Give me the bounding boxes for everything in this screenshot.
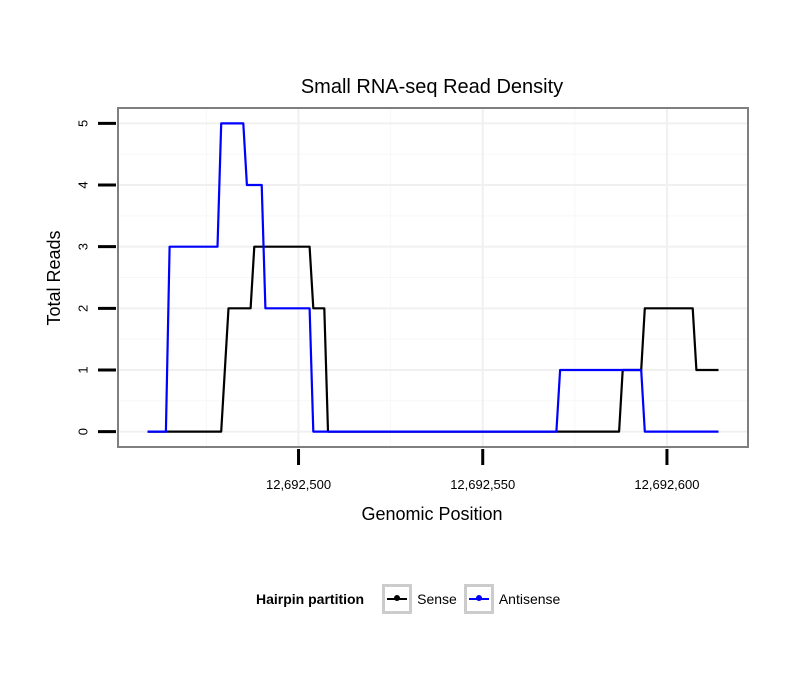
y-tick-label: 4 bbox=[75, 181, 90, 188]
x-tick-label: 12,692,550 bbox=[450, 477, 515, 492]
axes: 12,692,500 12,692,550 12,692,600 0 1 2 3 4 5 bbox=[75, 120, 699, 492]
legend-label-antisense: Antisense bbox=[498, 591, 561, 607]
x-tick-label: 12,692,600 bbox=[634, 477, 699, 492]
series-line-sense bbox=[147, 245, 719, 433]
legend-label-sense: Sense bbox=[417, 591, 457, 607]
y-tick-label: 3 bbox=[75, 243, 90, 250]
series-line-antisense bbox=[147, 122, 719, 433]
series-lines bbox=[147, 122, 719, 433]
plot-panel-border bbox=[117, 107, 749, 448]
x-axis-label: Genomic Position bbox=[361, 504, 502, 524]
x-tick-label: 12,692,500 bbox=[266, 477, 331, 492]
y-tick-label: 0 bbox=[75, 428, 90, 435]
legend-title: Hairpin partition bbox=[256, 591, 365, 607]
y-tick-label: 2 bbox=[75, 305, 90, 312]
chart-title: Small RNA-seq Read Density bbox=[301, 76, 563, 98]
legend: Hairpin partition Sense Antisense bbox=[256, 584, 567, 614]
y-tick-label: 5 bbox=[75, 120, 90, 127]
y-axis-label: Total Reads bbox=[44, 230, 64, 325]
legend-key-antisense bbox=[463, 584, 494, 614]
grid-lines bbox=[118, 108, 748, 447]
y-tick-label: 1 bbox=[75, 366, 90, 373]
legend-key-sense bbox=[382, 584, 413, 614]
